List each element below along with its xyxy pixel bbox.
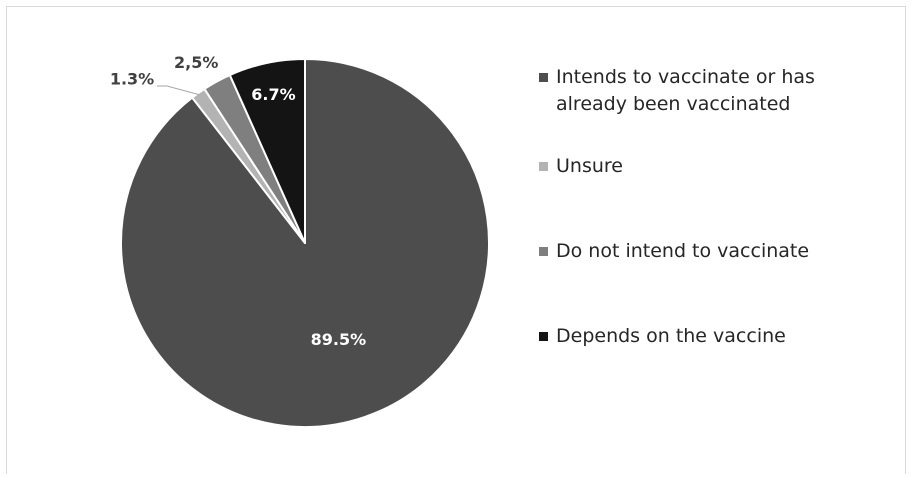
legend-swatch-unsure	[539, 162, 548, 171]
legend-label-depends: Depends on the vaccine	[556, 325, 786, 347]
data-label-do-not-intend: 2,5%	[174, 53, 218, 72]
legend-item-unsure: Unsure	[539, 153, 846, 180]
legend-label-intends: Intends to vaccinate or has already been…	[556, 66, 815, 115]
data-label-unsure: 1.3%	[110, 70, 154, 89]
legend-label-do-not-intend: Do not intend to vaccinate	[556, 240, 810, 262]
legend-item-depends: Depends on the vaccine	[539, 323, 846, 350]
pie-slice-intends	[120, 58, 490, 428]
data-label-depends: 6.7%	[251, 85, 295, 104]
leader-line-unsure	[157, 85, 200, 96]
legend-swatch-depends	[539, 332, 548, 341]
legend-swatch-do-not-intend	[539, 247, 548, 256]
pie-slice-depends	[228, 58, 306, 244]
legend-item-intends: Intends to vaccinate or has already been…	[539, 64, 846, 118]
legend-item-do-not-intend: Do not intend to vaccinate	[539, 238, 846, 265]
legend-label-unsure: Unsure	[556, 155, 623, 177]
legend-swatch-intends	[539, 73, 548, 82]
data-label-intends: 89.5%	[311, 330, 367, 349]
